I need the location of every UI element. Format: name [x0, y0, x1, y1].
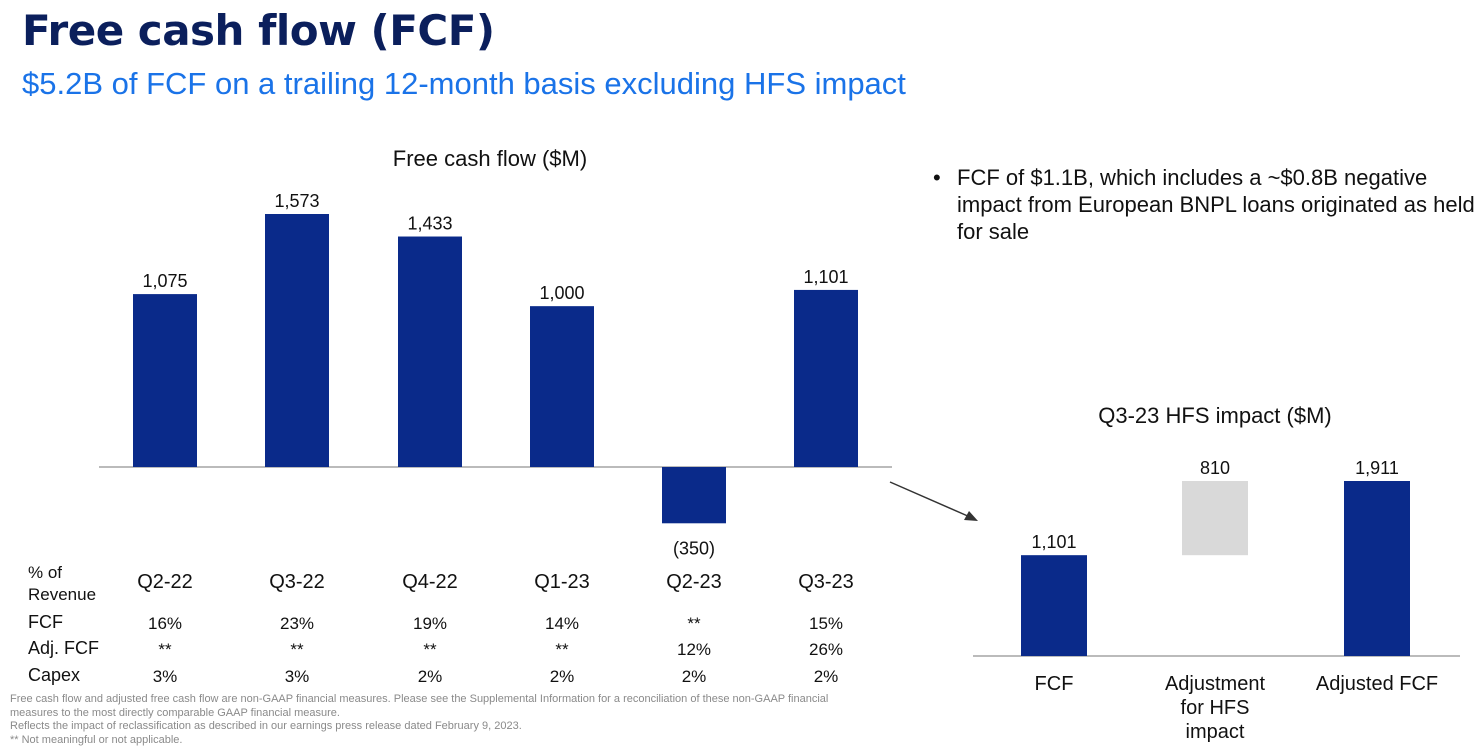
data-label: 1,101 — [1031, 532, 1076, 552]
footnote-line: Free cash flow and adjusted free cash fl… — [10, 693, 829, 705]
data-label: 1,911 — [1355, 458, 1399, 478]
data-label: 1,101 — [803, 267, 848, 287]
category-label: Q2-23 — [666, 571, 722, 593]
category-label: Adjustment — [1165, 673, 1265, 695]
table-cell: 3% — [152, 667, 178, 686]
table-cell: 2% — [549, 667, 575, 686]
table-row-label: Adj. FCF — [28, 638, 100, 658]
bar — [1344, 481, 1410, 656]
data-label: 1,573 — [274, 191, 319, 211]
table-cell: ** — [423, 640, 437, 659]
table-cell: 3% — [284, 667, 310, 686]
data-label: (350) — [673, 538, 715, 558]
connector-arrow — [889, 481, 978, 521]
table-cell: ** — [555, 640, 569, 659]
table-cell: 2% — [417, 667, 443, 686]
table-cell: 15% — [808, 614, 844, 633]
table-cell: 26% — [808, 640, 844, 659]
category-label: FCF — [1035, 673, 1074, 695]
table-cell: ** — [687, 614, 701, 633]
bar — [530, 306, 594, 467]
category-label: impact — [1186, 721, 1245, 743]
hfs-chart-title: Q3-23 HFS impact ($M) — [1098, 403, 1332, 428]
pct-header-line1: % of — [28, 563, 63, 582]
data-label: 1,075 — [142, 271, 187, 291]
footnotes: Free cash flow and adjusted free cash fl… — [10, 693, 930, 747]
bullet-text: FCF of $1.1B, which includes a ~$0.8B ne… — [957, 165, 1475, 244]
page-subtitle: $5.2B of FCF on a trailing 12-month basi… — [22, 66, 906, 101]
bar — [265, 214, 329, 467]
table-cell: 12% — [676, 640, 712, 659]
table-cell: ** — [290, 640, 304, 659]
category-label: Adjusted FCF — [1316, 673, 1438, 695]
category-label: Q1-23 — [534, 571, 590, 593]
table-row-label: Capex — [28, 665, 81, 685]
data-label: 810 — [1200, 458, 1230, 478]
table-cell: 14% — [544, 614, 580, 633]
table-cell: 19% — [412, 614, 448, 633]
table-cell: 16% — [147, 614, 183, 633]
bar — [662, 467, 726, 524]
bullet-point: • FCF of $1.1B, which includes a ~$0.8B … — [933, 164, 1478, 245]
category-label: Q3-23 — [798, 571, 854, 593]
bar — [794, 289, 858, 467]
table-cell: 2% — [813, 667, 839, 686]
pct-of-revenue-label: % of Revenue — [28, 562, 96, 606]
table-cell: 23% — [279, 614, 315, 633]
category-label: Q4-22 — [402, 571, 458, 593]
table-cell: 2% — [681, 667, 707, 686]
bar — [133, 294, 197, 467]
bar — [1021, 555, 1087, 656]
data-label: 1,433 — [407, 214, 452, 234]
category-label: Q3-22 — [269, 571, 325, 593]
adjustment-bar — [1182, 481, 1248, 556]
page-title: Free cash flow (FCF) — [22, 6, 495, 55]
fcf-chart-title: Free cash flow ($M) — [392, 146, 588, 171]
table-cell: ** — [158, 640, 172, 659]
data-label: 1,000 — [539, 283, 584, 303]
footnote-line: measures to the most directly comparable… — [10, 706, 340, 719]
footnote-line: ** Not meaningful or not applicable. — [10, 733, 183, 746]
pct-header-line2: Revenue — [28, 585, 97, 604]
fcf-bar-chart: 1,075 Q2-22 1,573 Q3-22 1,433 Q4-22 1,000 Q1-23… — [99, 191, 892, 593]
bar — [398, 236, 462, 467]
footnote-line: Reflects the impact of reclassification … — [10, 720, 522, 732]
category-label: Q2-22 — [137, 571, 193, 593]
bullet-dot: • — [933, 165, 941, 190]
table-row-label: FCF — [28, 612, 63, 632]
category-label: for HFS — [1181, 697, 1250, 719]
